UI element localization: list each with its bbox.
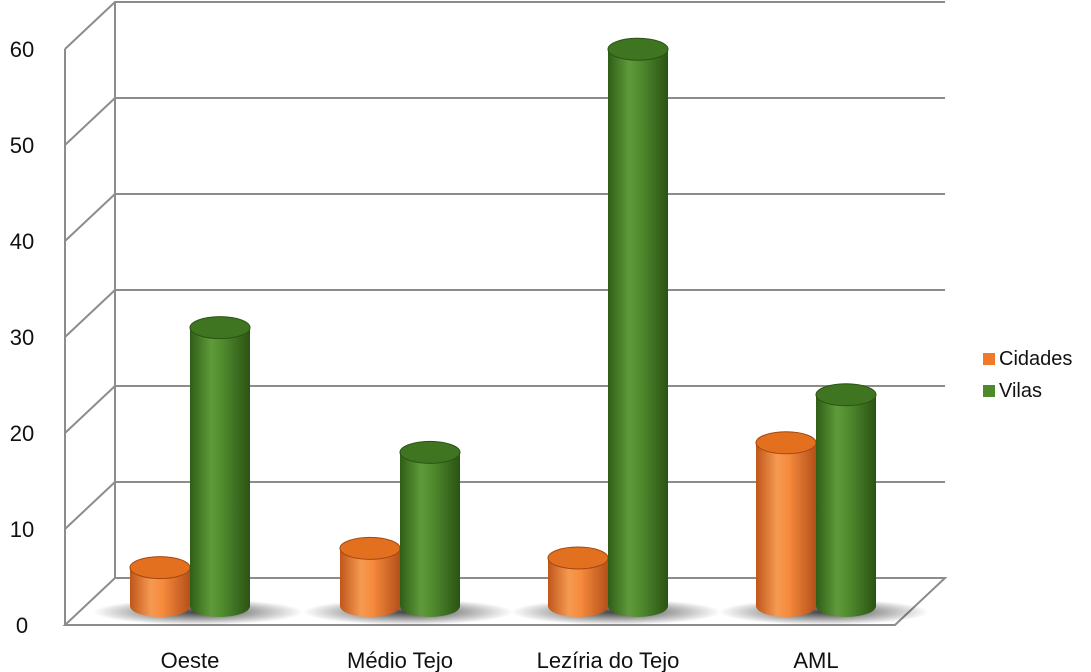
y-tick-label: 60 <box>10 37 34 62</box>
bar-vilas-top-1 <box>399 440 461 464</box>
y-tick-label: 50 <box>10 133 34 158</box>
bar-vilas-top-3 <box>815 383 877 407</box>
bars <box>129 37 877 617</box>
x-axis-categories: Oeste Médio Tejo Lezíria do Tejo AML <box>161 648 839 672</box>
y-tick-label: 20 <box>10 421 34 446</box>
x-category-label: Médio Tejo <box>347 648 453 672</box>
y-tick-label: 30 <box>10 325 34 350</box>
bar-cidades-top-2 <box>547 546 609 570</box>
legend-swatch <box>983 353 995 365</box>
y-axis-ticks: 0 10 20 30 40 50 60 <box>10 37 34 638</box>
bar-vilas-3 <box>816 394 876 617</box>
bar-cidades-2 <box>548 558 608 617</box>
floor-plane <box>62 577 948 626</box>
bar-cidades-top-1 <box>339 536 401 560</box>
legend-swatch <box>983 385 995 397</box>
bar-vilas-2 <box>608 49 668 617</box>
legend: Cidades Vilas <box>983 348 1072 402</box>
x-category-label: Lezíria do Tejo <box>537 648 680 672</box>
gridlines <box>62 1 948 626</box>
gridline <box>64 193 945 242</box>
bar-cidades-3 <box>756 442 816 617</box>
bar-cidades-top-0 <box>129 556 191 580</box>
bar-cidades-0 <box>130 567 190 617</box>
bar-vilas-1 <box>400 452 460 617</box>
gridline <box>64 1 945 50</box>
legend-label: Vilas <box>999 380 1042 402</box>
y-tick-label: 40 <box>10 229 34 254</box>
y-tick-label: 0 <box>16 613 28 638</box>
bar-cidades-1 <box>340 548 400 617</box>
bar-vilas-top-0 <box>189 316 251 340</box>
bar-cidades-top-3 <box>755 431 817 455</box>
legend-label: Cidades <box>999 348 1072 370</box>
x-category-label: AML <box>793 648 838 672</box>
bar-vilas-0 <box>190 327 250 617</box>
gridline <box>64 97 945 146</box>
x-category-label: Oeste <box>161 648 220 672</box>
bar-vilas-top-2 <box>607 37 669 61</box>
y-tick-label: 10 <box>10 517 34 542</box>
